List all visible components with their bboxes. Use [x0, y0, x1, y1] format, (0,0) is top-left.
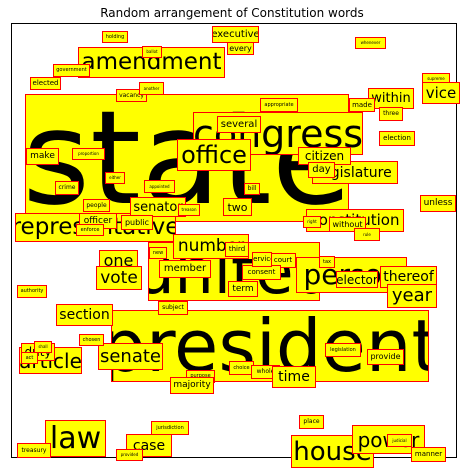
word-treasury: treasury — [17, 443, 51, 458]
word-provide: provide — [367, 349, 404, 365]
word-treason: treason — [178, 204, 200, 216]
word-three: three — [379, 107, 403, 121]
word-within: within — [368, 88, 414, 109]
word-law: law — [45, 420, 106, 457]
word-day: day — [308, 162, 335, 178]
word-election: election — [379, 131, 415, 146]
word-manner: manner — [411, 447, 446, 462]
word-subject: subject — [158, 301, 188, 315]
word-tax: tax — [319, 256, 335, 268]
word-provided: provided — [116, 449, 143, 461]
word-another: another — [139, 82, 164, 95]
word-act: act — [21, 352, 38, 364]
chart-title: Random arrangement of Constitution words — [100, 6, 364, 20]
word-appointed: appointed — [144, 180, 175, 193]
word-elected: elected — [30, 77, 61, 90]
word-unless: unless — [420, 195, 456, 212]
word-every: every — [227, 42, 254, 55]
word-cloud-area: statepresidentunitedcongressamendmentper… — [11, 23, 460, 468]
word-public: public — [121, 215, 153, 230]
word-choice: choice — [229, 361, 254, 375]
word-bill: bill — [244, 183, 260, 195]
word-citizen: citizen — [298, 147, 351, 165]
word-year: year — [387, 284, 437, 308]
word-section: section — [56, 304, 113, 326]
word-enforce: enforce — [76, 224, 104, 236]
word-crime: crime — [55, 181, 79, 195]
word-jurisdiction: jurisdiction — [151, 421, 189, 435]
word-term: term — [228, 281, 258, 297]
word-service: service — [252, 252, 272, 267]
word-vote: vote — [96, 266, 142, 290]
word-rule: rule — [354, 228, 380, 241]
word-right: right — [303, 216, 321, 228]
word-time: time — [272, 366, 316, 388]
word-make: make — [26, 148, 59, 165]
word-several: several — [217, 116, 261, 133]
word-shall: shall — [34, 341, 52, 353]
word-either: either — [105, 172, 125, 184]
word-office: office — [177, 139, 251, 171]
word-chosen: chosen — [79, 334, 104, 346]
word-judicial: judicial — [387, 434, 412, 447]
word-consent: consent — [242, 265, 281, 280]
word-people: people — [83, 199, 110, 212]
word-senate: senate — [98, 343, 163, 370]
word-made: made — [349, 98, 375, 112]
word-whenever: whenever — [355, 37, 386, 49]
word-holding: holding — [102, 31, 128, 43]
word-appropriate: appropriate — [260, 98, 298, 112]
word-senator: senator — [130, 197, 186, 217]
word-member: member — [159, 260, 211, 278]
word-place: place — [299, 415, 324, 429]
word-government: government — [53, 64, 90, 77]
word-legislation: legislation — [325, 343, 361, 357]
word-new: new — [149, 247, 167, 259]
word-proportion: proportion — [72, 148, 105, 160]
word-authority: authority — [17, 285, 47, 298]
word-executive: executive — [212, 26, 259, 43]
word-third: third — [225, 242, 249, 257]
word-elector: elector — [336, 271, 378, 288]
word-majority: majority — [170, 377, 214, 394]
word-vice: vice — [422, 82, 460, 104]
word-two: two — [223, 198, 252, 216]
word-ballot: ballot — [142, 46, 162, 58]
